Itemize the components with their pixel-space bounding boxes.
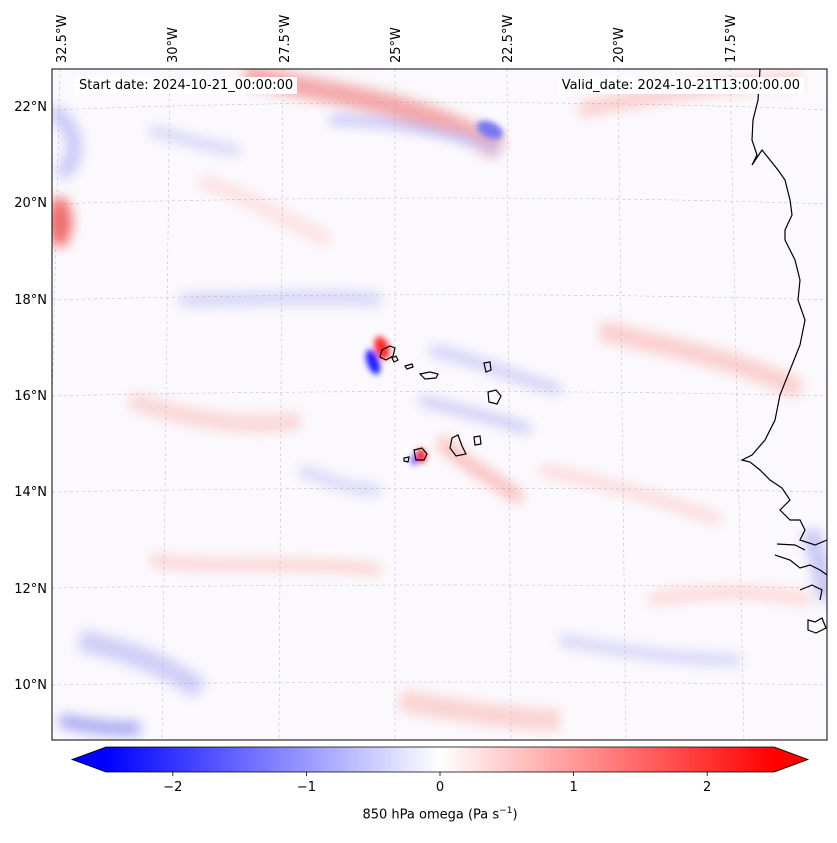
colorbar-tick-label: 1 (569, 780, 577, 795)
lon-label: 25°W (389, 27, 404, 63)
longitude-labels: 32.5°W 30°W 27.5°W 25°W 22.5°W 20°W 17.5… (55, 15, 739, 63)
colorbar-gradient (106, 747, 774, 772)
colorbar-tick-label: 2 (703, 780, 711, 795)
map-frame (51, 68, 828, 741)
colorbar-label-suffix: ) (512, 807, 518, 823)
colorbar-low-extend (72, 747, 106, 772)
start-date-label: Start date: 2024-10-21_00:00:00 (75, 77, 298, 94)
colorbar-high-extend (774, 747, 808, 772)
lon-label: 30°W (166, 27, 181, 63)
lon-label: 17.5°W (724, 15, 739, 63)
omega-field (52, 69, 827, 740)
colorbar-ticks: −2 −1 0 1 2 (163, 772, 711, 795)
lon-label: 32.5°W (55, 15, 70, 63)
lat-label: 10°N (14, 678, 47, 693)
colorbar-label-prefix: 850 hPa omega (Pa s (362, 807, 500, 823)
latitude-labels: 22°N 20°N 18°N 16°N 14°N 12°N 10°N (14, 100, 47, 693)
colorbar-tick-label: 0 (436, 780, 444, 795)
lat-label: 18°N (14, 293, 47, 308)
lon-label: 20°W (612, 27, 627, 63)
valid-date-label: Valid_date: 2024-10-21T13:00:00.00 (557, 77, 804, 94)
colorbar-tick-label: −1 (297, 780, 316, 795)
lat-label: 12°N (14, 582, 47, 597)
colorbar-tick-label: −2 (163, 780, 182, 795)
lon-label: 27.5°W (278, 15, 293, 63)
lat-label: 14°N (14, 485, 47, 500)
lat-label: 16°N (14, 389, 47, 404)
lon-label: 22.5°W (501, 15, 516, 63)
colorbar: −2 −1 0 1 2 (70, 746, 810, 795)
lat-label: 20°N (14, 196, 47, 211)
gridlines (52, 69, 827, 740)
colorbar-label: 850 hPa omega (Pa s−1) (0, 806, 837, 822)
lat-label: 22°N (14, 100, 47, 115)
colorbar-label-exponent: −1 (499, 806, 513, 816)
coastlines (379, 69, 827, 634)
